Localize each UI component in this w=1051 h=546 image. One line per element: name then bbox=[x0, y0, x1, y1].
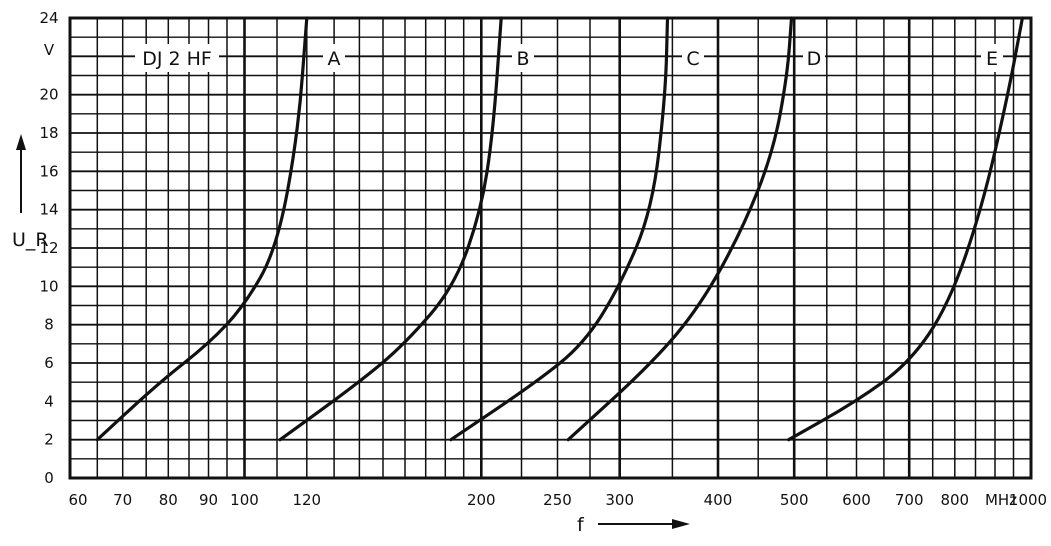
curve-label-text: C bbox=[686, 48, 699, 70]
x-axis-title: f bbox=[577, 514, 690, 536]
x-tick-label: 250 bbox=[543, 491, 572, 509]
plot-border bbox=[68, 16, 1033, 480]
x-tick-label: 1000 bbox=[1009, 491, 1047, 509]
series-line bbox=[449, 16, 670, 442]
x-tick-label: 700 bbox=[895, 491, 924, 509]
x-tick-label: 300 bbox=[605, 491, 634, 509]
x-tick-labels: 60 70 80 90 100 120 200 250 300 400 500 600 700 800 10… bbox=[68, 491, 1047, 509]
curve-label-background bbox=[512, 44, 534, 72]
y-axis-label: U_R bbox=[12, 229, 49, 251]
y-tick-label: 24 bbox=[39, 9, 58, 27]
y-tick-label: 10 bbox=[39, 277, 58, 295]
curve-label: D bbox=[803, 44, 825, 72]
y-tick-label: 16 bbox=[39, 162, 58, 180]
curve-label-text: B bbox=[516, 48, 529, 70]
curve-label: B bbox=[512, 44, 534, 72]
curve-label-background bbox=[682, 44, 704, 72]
y-tick-label: 14 bbox=[39, 201, 58, 219]
y-tick-label: 6 bbox=[44, 354, 54, 372]
series-line bbox=[787, 16, 1024, 442]
x-tick-label: 90 bbox=[199, 491, 218, 509]
curve-label: C bbox=[682, 44, 704, 72]
y-axis-arrow-icon bbox=[16, 134, 26, 150]
curve-label-background bbox=[135, 44, 219, 72]
x-tick-label: 200 bbox=[467, 491, 496, 509]
x-unit-label: MHz bbox=[985, 491, 1017, 509]
x-tick-label: 100 bbox=[230, 491, 259, 509]
x-tick-label: 70 bbox=[113, 491, 132, 509]
curve-label: A bbox=[323, 44, 345, 72]
y-tick-label: 0 bbox=[44, 469, 54, 487]
y-axis-title: U_R bbox=[12, 134, 49, 251]
x-tick-label: 800 bbox=[940, 491, 969, 509]
curve-label-background bbox=[981, 44, 1003, 72]
chart-series bbox=[95, 16, 1024, 442]
y-unit-label: V bbox=[44, 41, 55, 59]
curve-label-text: E bbox=[986, 48, 998, 70]
curve-label-background bbox=[803, 44, 825, 72]
x-tick-label: 500 bbox=[780, 491, 809, 509]
curve-label-text: DJ 2 HF bbox=[142, 48, 212, 70]
y-tick-label: 20 bbox=[39, 86, 58, 104]
x-axis-arrow-icon bbox=[672, 519, 690, 529]
curve-labels: DJ 2 HF A B C D E bbox=[135, 44, 1003, 72]
curve-label-text: D bbox=[807, 48, 822, 70]
x-axis-label: f bbox=[577, 514, 585, 536]
x-tick-label: 120 bbox=[292, 491, 321, 509]
curve-label: E bbox=[981, 44, 1003, 72]
y-tick-label: 18 bbox=[39, 124, 58, 142]
x-tick-label: 600 bbox=[842, 491, 871, 509]
curve-label-text: A bbox=[328, 48, 341, 70]
x-tick-label: 80 bbox=[159, 491, 178, 509]
y-tick-label: 12 bbox=[39, 239, 58, 257]
curve-label: DJ 2 HF bbox=[135, 44, 219, 72]
series-line bbox=[95, 16, 309, 442]
series-line bbox=[278, 16, 503, 442]
y-tick-label: 4 bbox=[44, 392, 54, 410]
chart-frame bbox=[68, 16, 1033, 480]
chart-grid bbox=[70, 18, 1031, 478]
x-tick-label: 400 bbox=[704, 491, 733, 509]
x-tick-label: 60 bbox=[68, 491, 87, 509]
series-line bbox=[566, 16, 794, 442]
y-tick-label: 2 bbox=[44, 431, 54, 449]
curve-label-background bbox=[323, 44, 345, 72]
y-tick-label: 8 bbox=[44, 316, 54, 334]
